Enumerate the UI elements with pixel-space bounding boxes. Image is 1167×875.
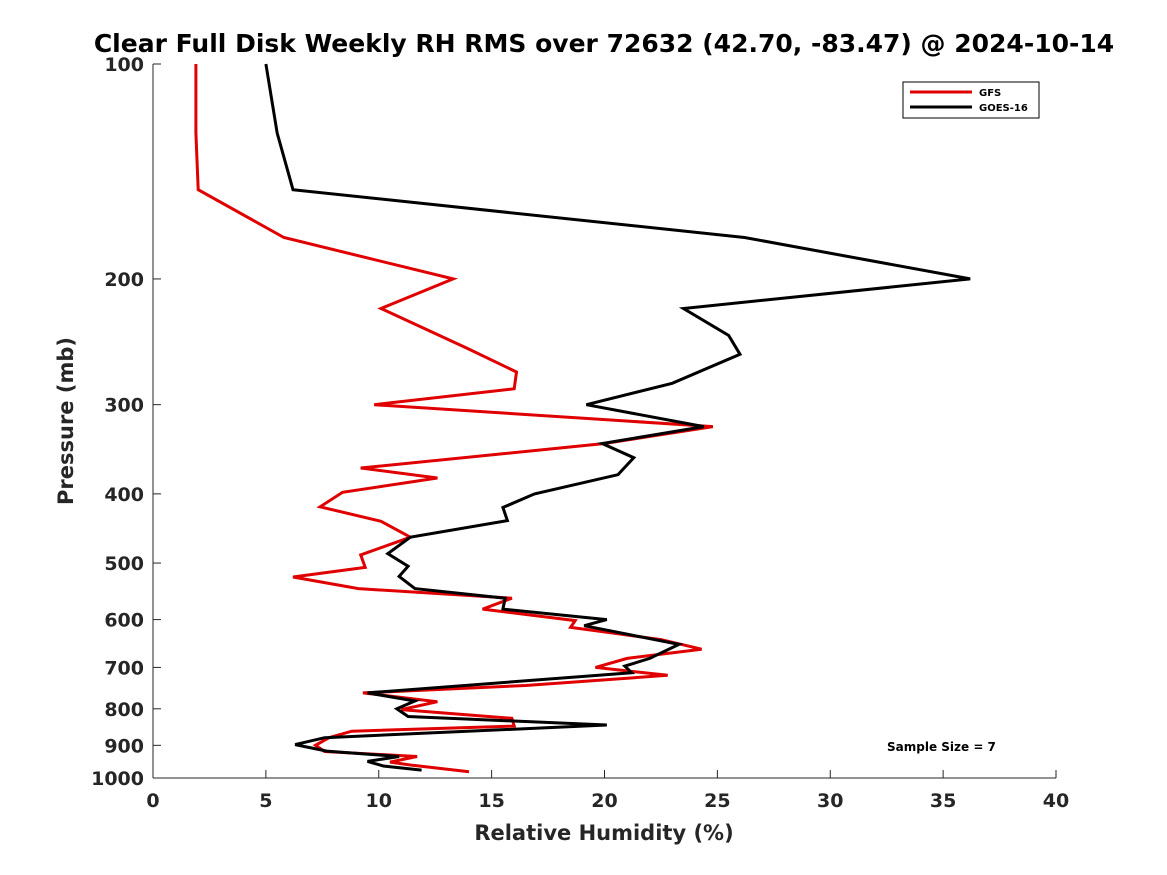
y-tick-label: 600 xyxy=(104,610,144,632)
y-tick-label: 700 xyxy=(104,657,144,679)
y-tick-label: 900 xyxy=(104,735,144,757)
series-line-goes-16 xyxy=(264,63,971,772)
sample-size-annotation: Sample Size = 7 xyxy=(887,740,996,754)
y-tick-label: 500 xyxy=(104,553,144,575)
y-tick-label: 800 xyxy=(104,699,144,721)
y-tick-label: 300 xyxy=(104,395,144,417)
y-axis-label: Pressure (mb) xyxy=(54,337,78,505)
x-tick-label: 25 xyxy=(704,790,730,812)
y-tick-label: 1000 xyxy=(91,768,144,790)
y-tick-label: 100 xyxy=(104,54,144,76)
x-tick-label: 40 xyxy=(1043,790,1069,812)
x-axis-label: Relative Humidity (%) xyxy=(474,821,733,845)
x-tick-label: 10 xyxy=(366,790,392,812)
legend-label-goes-16: GOES-16 xyxy=(979,103,1028,114)
x-axis-ticks: 0 5 10 15 20 25 30 35 40 xyxy=(146,770,1069,812)
y-axis-ticks: 100 200 300 400 500 600 700 800 900 1000 xyxy=(91,54,161,790)
y-tick-label: 400 xyxy=(104,484,144,506)
chart-title: Clear Full Disk Weekly RH RMS over 72632… xyxy=(94,29,1114,58)
legend-label-gfs: GFS xyxy=(979,88,1001,99)
x-tick-label: 30 xyxy=(817,790,843,812)
legend: GFS GOES-16 xyxy=(902,81,1040,119)
y-tick-label: 200 xyxy=(104,269,144,291)
series-line-gfs xyxy=(194,64,714,774)
x-tick-label: 0 xyxy=(146,790,159,812)
x-tick-label: 5 xyxy=(259,790,272,812)
x-tick-label: 20 xyxy=(591,790,617,812)
series-layer xyxy=(194,63,971,774)
legend-box xyxy=(902,81,1040,119)
x-tick-label: 35 xyxy=(930,790,956,812)
x-tick-label: 15 xyxy=(478,790,504,812)
